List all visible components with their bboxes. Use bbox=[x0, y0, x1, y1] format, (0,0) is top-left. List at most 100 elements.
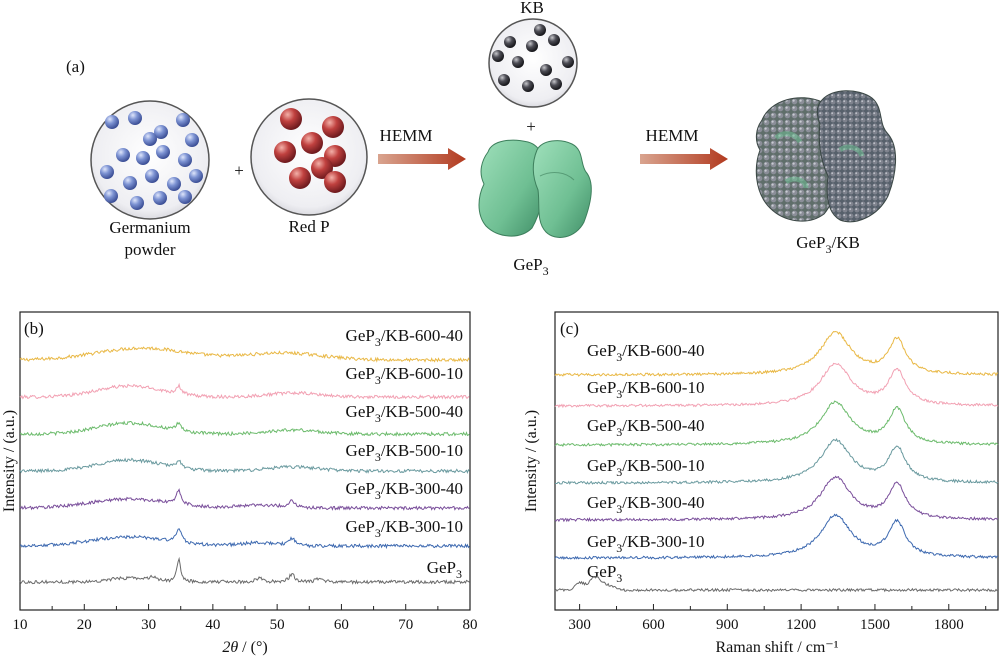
xrd-chart: (b) GeP3/KB-600-40 GeP3/KB-600-10 GeP3/KB-… bbox=[1, 311, 478, 656]
panel-a-label: (a) bbox=[66, 57, 85, 76]
raman-series-label: GeP3/KB-300-10 bbox=[587, 532, 704, 555]
kb-sphere bbox=[498, 74, 510, 86]
xrd-series-line bbox=[19, 528, 470, 550]
xrd-series-line bbox=[19, 488, 470, 511]
xrd-x-axis-title: 2θ / (°) bbox=[222, 639, 267, 656]
raman-series-label: GeP3/KB-600-10 bbox=[587, 378, 704, 401]
xrd-series-label: GeP3/KB-500-40 bbox=[346, 402, 463, 425]
raman-x-tick-label: 600 bbox=[642, 617, 665, 633]
red-p-sphere bbox=[311, 157, 333, 179]
xrd-series-label: GeP3 bbox=[427, 558, 462, 581]
xrd-series-line bbox=[19, 382, 470, 400]
xrd-x-tick-label: 70 bbox=[398, 617, 413, 633]
germanium-sphere bbox=[116, 148, 130, 162]
xrd-x-tick-label: 50 bbox=[270, 617, 285, 633]
plus-sign-1: + bbox=[234, 161, 244, 180]
plus-sign-2: + bbox=[526, 117, 536, 136]
kb-circle bbox=[488, 18, 578, 108]
panel-c-label: (c) bbox=[560, 319, 579, 338]
raman-series-line bbox=[554, 400, 999, 448]
kb-sphere bbox=[534, 24, 546, 36]
arrow-icon-1 bbox=[378, 148, 466, 170]
raman-series-line bbox=[554, 576, 999, 593]
raman-x-tick-label: 300 bbox=[568, 617, 591, 633]
red-p-circle bbox=[250, 98, 368, 216]
xrd-x-tick-label: 30 bbox=[141, 617, 156, 633]
xrd-y-axis-title: Intensity / (a.u.) bbox=[1, 410, 18, 512]
xrd-series-label: GeP3/KB-600-10 bbox=[346, 364, 463, 387]
xrd-series-line bbox=[19, 420, 470, 437]
gep3-particles bbox=[478, 139, 592, 238]
germanium-sphere bbox=[105, 115, 119, 129]
raman-series-line bbox=[554, 475, 999, 523]
kb-sphere bbox=[540, 64, 552, 76]
panel-b-label: (b) bbox=[24, 319, 44, 338]
hemm-label-1: HEMM bbox=[380, 126, 433, 145]
germanium-sphere bbox=[123, 176, 137, 190]
kb-sphere bbox=[562, 56, 574, 68]
raman-y-axis-title: Intensity / (a.u.) bbox=[523, 410, 540, 512]
kb-sphere bbox=[522, 80, 534, 92]
gep3-kb-composite bbox=[755, 90, 897, 223]
xrd-x-tick-label: 80 bbox=[463, 617, 478, 633]
synthesis-scheme: (a) Germanium powder + Red P HEMM KB + G… bbox=[66, 0, 897, 278]
xrd-series-line bbox=[19, 346, 470, 363]
germanium-powder-circle bbox=[90, 100, 210, 220]
germanium-sphere bbox=[156, 145, 170, 159]
germanium-sphere bbox=[104, 189, 118, 203]
xrd-plot-frame bbox=[19, 311, 471, 611]
raman-series-label: GeP3 bbox=[587, 562, 622, 585]
germanium-sphere bbox=[143, 132, 157, 146]
raman-x-tick-label: 900 bbox=[716, 617, 739, 633]
germanium-label-line2: powder bbox=[125, 240, 176, 259]
germanium-sphere bbox=[154, 125, 168, 139]
raman-x-tick-label: 1500 bbox=[860, 617, 890, 633]
xrd-x-tick-label: 20 bbox=[77, 617, 92, 633]
xrd-series-label: GeP3/KB-300-40 bbox=[346, 479, 463, 502]
red-p-sphere bbox=[274, 141, 296, 163]
raman-series-label: GeP3/KB-500-40 bbox=[587, 416, 704, 439]
germanium-sphere bbox=[178, 190, 192, 204]
germanium-sphere bbox=[185, 133, 199, 147]
red-p-sphere bbox=[322, 116, 344, 138]
kb-sphere bbox=[526, 40, 538, 52]
raman-x-tick-label: 1800 bbox=[934, 617, 964, 633]
kb-sphere bbox=[492, 50, 504, 62]
kb-sphere bbox=[504, 36, 516, 48]
raman-series-line bbox=[555, 437, 999, 485]
raman-series-label: GeP3/KB-300-40 bbox=[587, 493, 704, 516]
gep3-kb-label: GeP3/KB bbox=[796, 233, 860, 256]
germanium-sphere bbox=[128, 111, 142, 125]
raman-series-line bbox=[554, 513, 998, 560]
red-p-sphere bbox=[324, 171, 346, 193]
raman-series-label: GeP3/KB-500-10 bbox=[587, 456, 704, 479]
hemm-label-2: HEMM bbox=[646, 126, 699, 145]
germanium-sphere bbox=[178, 153, 192, 167]
red-p-sphere bbox=[301, 132, 323, 154]
raman-series-label: GeP3/KB-600-40 bbox=[587, 341, 704, 364]
xrd-x-tick-label: 40 bbox=[205, 617, 220, 633]
xrd-series-line bbox=[19, 457, 470, 475]
germanium-sphere bbox=[130, 196, 144, 210]
germanium-sphere bbox=[145, 169, 159, 183]
xrd-series-label: GeP3/KB-500-10 bbox=[346, 441, 463, 464]
germanium-sphere bbox=[167, 177, 181, 191]
kb-sphere bbox=[512, 56, 524, 68]
xrd-series-label: GeP3/KB-300-10 bbox=[346, 517, 463, 540]
arrow-icon-2 bbox=[640, 148, 728, 170]
red-p-sphere bbox=[289, 167, 311, 189]
red-p-sphere bbox=[280, 108, 302, 130]
germanium-sphere bbox=[153, 191, 167, 205]
raman-plot-frame bbox=[554, 311, 999, 611]
kb-sphere bbox=[550, 78, 562, 90]
gep3-label: GeP3 bbox=[513, 255, 548, 278]
xrd-series-line bbox=[19, 556, 470, 585]
kb-sphere bbox=[548, 34, 560, 46]
red-p-label: Red P bbox=[288, 217, 329, 236]
germanium-sphere bbox=[176, 113, 190, 127]
germanium-sphere bbox=[189, 169, 203, 183]
kb-label: KB bbox=[520, 0, 544, 17]
raman-chart: (c) GeP3/KB-600-40 GeP3/KB-600-10 GeP3/KB-… bbox=[523, 311, 999, 656]
xrd-x-tick-label: 60 bbox=[334, 617, 349, 633]
raman-x-tick-label: 1200 bbox=[786, 617, 816, 633]
